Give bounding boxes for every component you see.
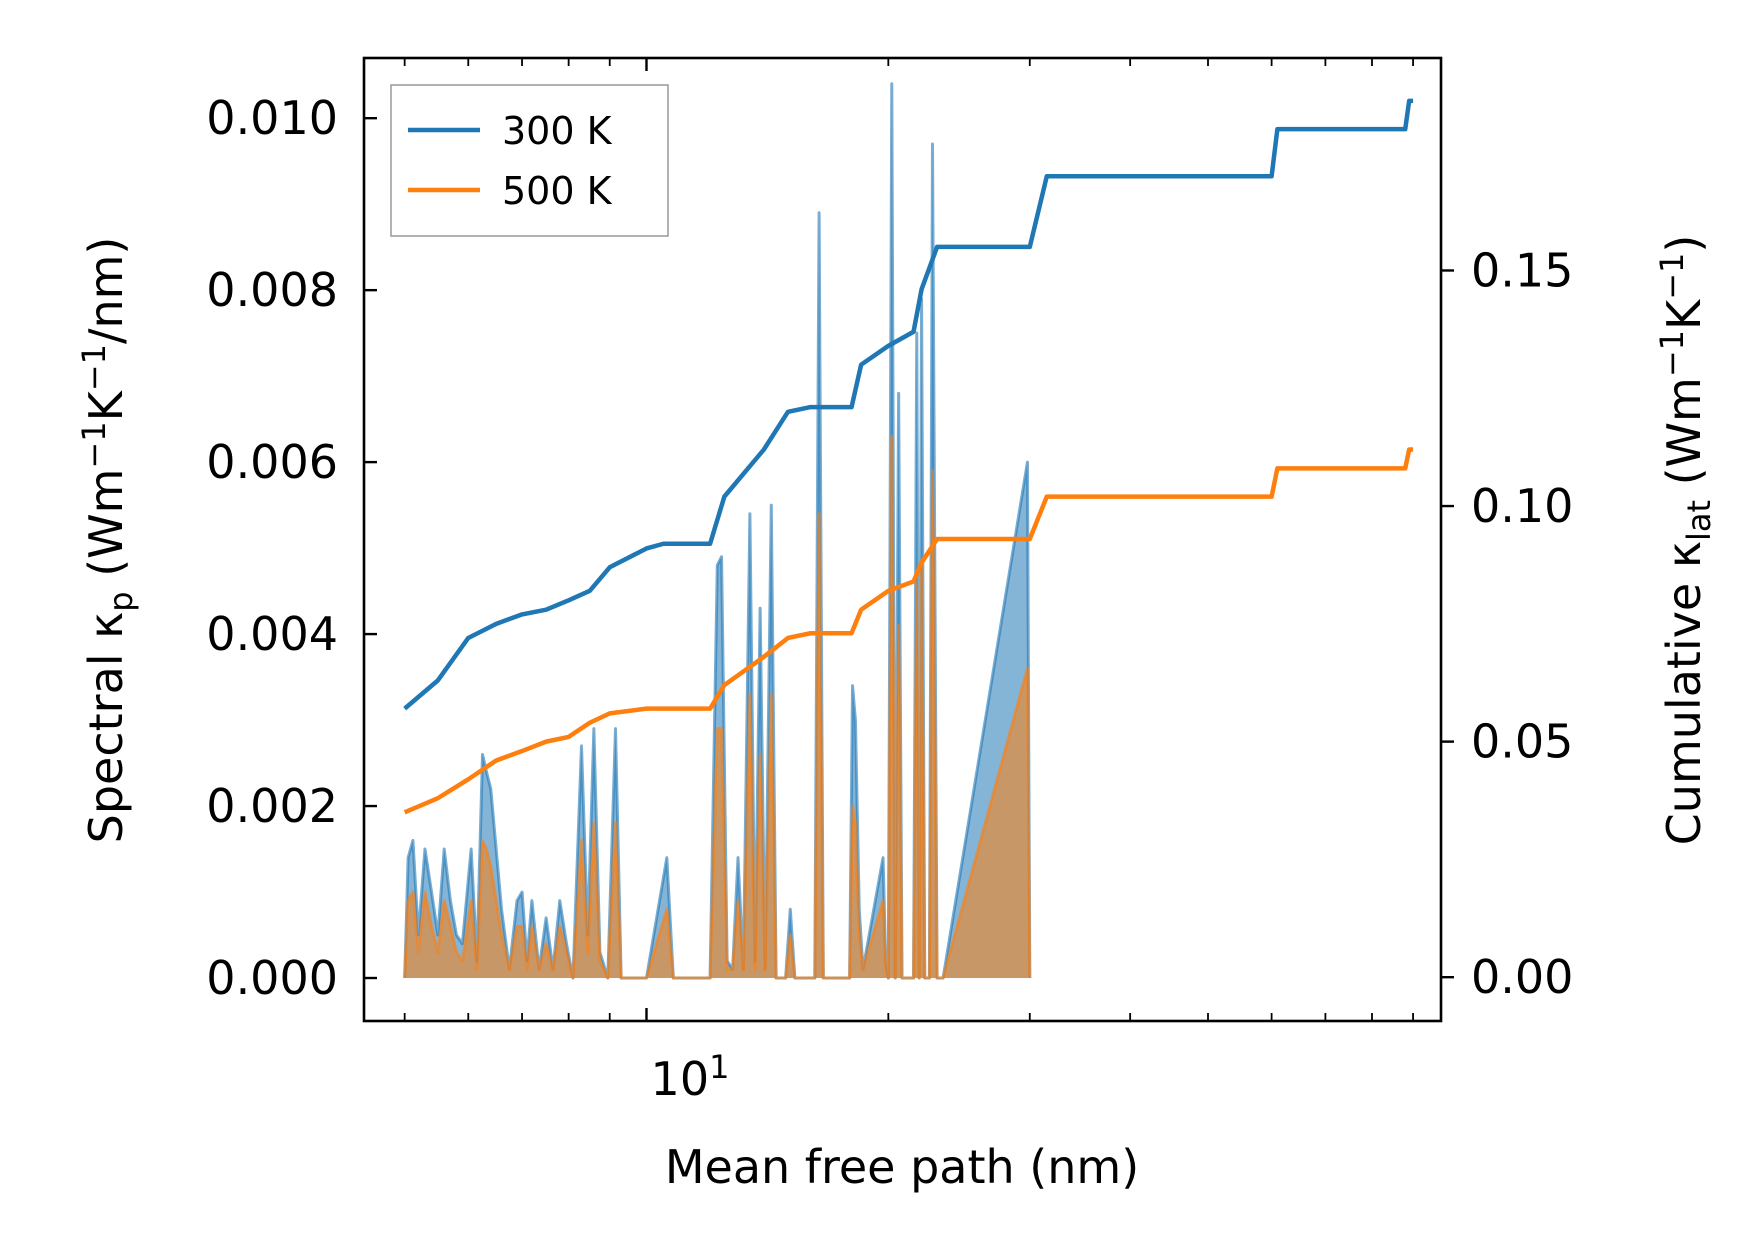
right-y-tick-label: 0.10	[1471, 479, 1573, 533]
right-y-axis-label: Cumulative κlat (Wm−1K−1)	[1653, 235, 1718, 846]
spectral-line-500k	[403, 434, 1032, 980]
left-y-tick-label: 0.002	[206, 779, 338, 833]
plot-area	[403, 82, 1414, 980]
legend-label-300k: 300 K	[502, 109, 613, 153]
left-y-axis-label: Spectral κp (Wm−1K−1/nm)	[75, 237, 140, 844]
cumulative-line-500k	[403, 447, 1414, 815]
spectral-area-500k	[404, 436, 1030, 979]
x-major-tick-label: 101	[651, 1048, 730, 1106]
right-y-tick-label: 0.05	[1471, 715, 1573, 769]
legend-frame	[390, 84, 669, 237]
left-y-tick-label: 0.006	[206, 435, 338, 489]
left-y-tick-label: 0.008	[206, 263, 338, 317]
left-y-tick-label: 0.004	[206, 607, 338, 661]
axis-ticks: 0.000 0.002 0.004 0.006 0.008 0.010 0.00 0.05 0.…	[206, 58, 1573, 1021]
legend: 300 K 500 K	[390, 84, 669, 237]
left-y-tick-label: 0.000	[206, 951, 338, 1005]
left-y-tick-label: 0.010	[206, 91, 338, 145]
right-y-tick-label: 0.00	[1471, 950, 1573, 1004]
x-axis-label: Mean free path (nm)	[665, 1140, 1139, 1194]
right-y-tick-label: 0.15	[1471, 243, 1573, 297]
legend-label-500k: 500 K	[502, 169, 613, 213]
cumulative-line-300k	[403, 98, 1414, 711]
plot-frame	[362, 56, 1443, 1023]
